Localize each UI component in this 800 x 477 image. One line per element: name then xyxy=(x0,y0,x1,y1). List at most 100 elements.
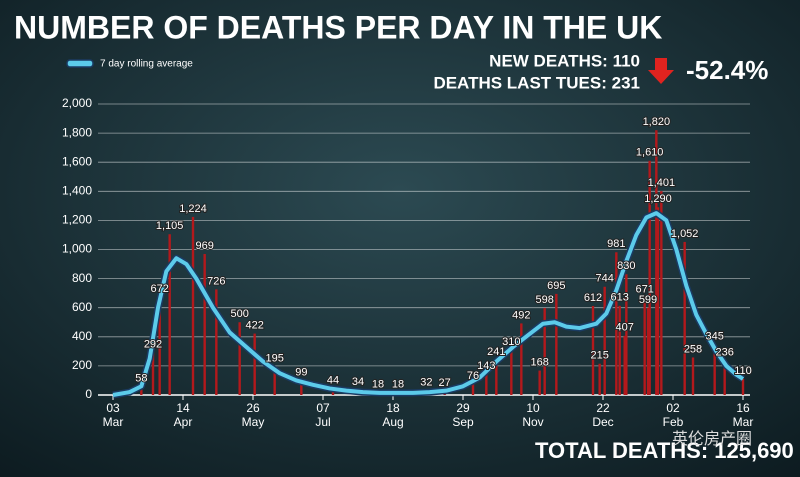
bar xyxy=(555,293,558,395)
bar xyxy=(598,363,601,395)
x-tick-month: Sep xyxy=(452,415,474,429)
data-label: 672 xyxy=(150,283,168,295)
y-tick-label: 1,000 xyxy=(62,242,92,256)
data-label: 18 xyxy=(372,378,384,390)
x-tick-month: Feb xyxy=(663,415,684,429)
y-tick-label: 1,200 xyxy=(62,213,92,227)
bar xyxy=(591,305,595,395)
data-label: 76 xyxy=(467,370,479,382)
x-tick-label: 07 xyxy=(316,401,330,415)
watermark: 英伦房产圈 xyxy=(672,430,752,448)
data-label: 44 xyxy=(327,375,339,387)
x-tick-month: Nov xyxy=(522,415,543,429)
data-label: 1,290 xyxy=(644,193,672,205)
bar xyxy=(691,357,695,395)
y-tick-label: 1,800 xyxy=(62,125,92,139)
x-tick-label: 03 xyxy=(106,401,120,415)
bar xyxy=(713,344,716,395)
data-label: 613 xyxy=(610,292,628,304)
stat: NEW DEATHS: 110 xyxy=(489,51,640,70)
data-label: 310 xyxy=(502,336,520,348)
data-label: 236 xyxy=(715,347,733,359)
chart-title: NUMBER OF DEATHS PER DAY IN THE UK xyxy=(14,9,662,45)
y-tick-label: 1,400 xyxy=(62,183,92,197)
data-label: 407 xyxy=(615,322,633,334)
data-label: 726 xyxy=(207,275,225,287)
bar xyxy=(485,374,488,395)
data-label: 99 xyxy=(295,367,307,379)
data-label: 1,820 xyxy=(643,116,671,128)
data-label: 345 xyxy=(705,331,723,343)
bar xyxy=(648,160,651,395)
bar xyxy=(520,323,523,395)
change: -52.4% xyxy=(686,55,768,85)
line xyxy=(112,211,745,397)
y-tick-label: 0 xyxy=(85,387,92,401)
bar xyxy=(238,322,241,395)
bar xyxy=(723,360,726,395)
bar xyxy=(603,286,606,395)
bar xyxy=(656,207,660,395)
legend-label: 7 day rolling average xyxy=(100,59,193,70)
data-label: 143 xyxy=(477,360,495,372)
bar xyxy=(625,274,628,395)
y-tick-label: 2,000 xyxy=(62,96,92,110)
bar xyxy=(660,191,663,395)
y-tick-label: 800 xyxy=(72,271,92,285)
bar xyxy=(643,297,646,395)
x-tick-label: 26 xyxy=(246,401,260,415)
bar xyxy=(253,333,256,395)
data-label: 27 xyxy=(439,377,451,389)
data-label: 292 xyxy=(144,338,162,350)
y-tick-label: 400 xyxy=(72,329,92,343)
y-tick-label: 200 xyxy=(72,358,92,372)
data-label: 422 xyxy=(245,320,263,332)
x-tick-label: 18 xyxy=(386,401,400,415)
total: TOTAL DEATHS: 125,690 xyxy=(535,438,794,463)
x-tick-month: Dec xyxy=(592,415,613,429)
data-label: 981 xyxy=(607,238,625,250)
bar xyxy=(646,307,650,395)
x-tick-month: Apr xyxy=(174,415,193,429)
bar xyxy=(615,252,618,395)
data-label: 500 xyxy=(230,308,248,320)
bar xyxy=(510,349,513,395)
x-tick-label: 16 xyxy=(736,401,750,415)
down-arrow xyxy=(648,58,674,84)
data-label: 58 xyxy=(135,372,147,384)
data-label: 612 xyxy=(584,292,602,304)
x-tick-label: 10 xyxy=(526,401,540,415)
data-label: 695 xyxy=(547,280,565,292)
data-label: 599 xyxy=(639,294,657,306)
data-label: 671 xyxy=(635,283,653,295)
bar xyxy=(273,366,276,395)
data-label: 18 xyxy=(392,378,404,390)
legend-swatch xyxy=(66,59,94,68)
bar xyxy=(471,383,475,395)
bar xyxy=(543,307,546,395)
x-tick-label: 22 xyxy=(596,401,610,415)
data-label: 830 xyxy=(617,260,635,272)
bar xyxy=(623,335,626,395)
bar xyxy=(683,241,686,395)
data-label: 258 xyxy=(684,343,702,355)
y-tick-label: 1,600 xyxy=(62,154,92,168)
x-tick-label: 14 xyxy=(176,401,190,415)
bar xyxy=(158,297,161,395)
data-label: 1,052 xyxy=(671,228,699,240)
x-tick-month: Jul xyxy=(315,415,330,429)
data-label: 744 xyxy=(595,273,613,285)
data-label: 598 xyxy=(535,294,553,306)
data-label: 1,610 xyxy=(636,147,664,159)
bar xyxy=(191,216,195,395)
data-label: 1,224 xyxy=(179,203,207,215)
stat: DEATHS LAST TUES: 231 xyxy=(433,73,640,92)
y-tick-label: 600 xyxy=(72,300,92,314)
bar xyxy=(300,380,303,395)
data-label: 969 xyxy=(195,240,213,252)
data-label: 168 xyxy=(530,356,548,368)
data-label: 1,105 xyxy=(156,220,184,232)
x-tick-month: Aug xyxy=(382,415,403,429)
